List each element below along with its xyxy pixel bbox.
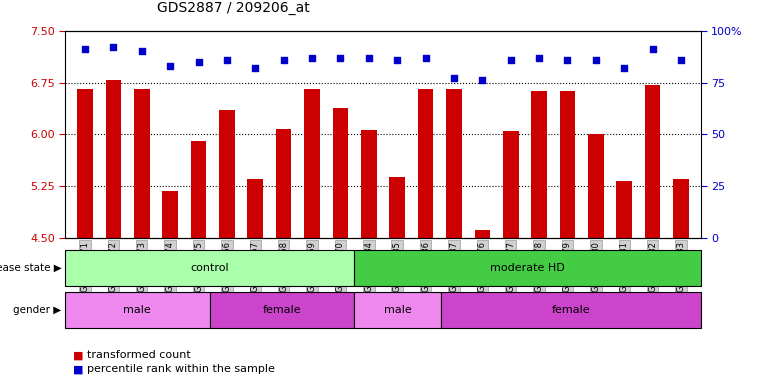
Bar bbox=[354, 292, 440, 328]
Point bbox=[505, 57, 517, 63]
Bar bbox=[645, 84, 660, 238]
Bar bbox=[191, 141, 206, 238]
Point bbox=[561, 57, 574, 63]
Point bbox=[277, 57, 290, 63]
Point bbox=[306, 55, 318, 61]
Point bbox=[647, 46, 659, 53]
Bar bbox=[77, 89, 93, 238]
Text: female: female bbox=[552, 305, 590, 315]
Bar bbox=[65, 250, 354, 286]
Bar bbox=[389, 177, 405, 238]
Text: ■: ■ bbox=[73, 364, 83, 374]
Text: male: male bbox=[384, 305, 411, 315]
Point bbox=[107, 44, 119, 50]
Bar bbox=[560, 91, 575, 238]
Point bbox=[391, 57, 404, 63]
Point bbox=[675, 57, 687, 63]
Point bbox=[79, 46, 91, 53]
Bar bbox=[532, 91, 547, 238]
Bar bbox=[474, 230, 490, 238]
Bar bbox=[65, 292, 210, 328]
Point bbox=[420, 55, 432, 61]
Bar bbox=[361, 129, 377, 238]
Bar bbox=[354, 250, 701, 286]
Point bbox=[476, 78, 489, 84]
Point bbox=[618, 65, 630, 71]
Text: ■: ■ bbox=[73, 350, 83, 360]
Bar bbox=[417, 89, 434, 238]
Bar bbox=[617, 181, 632, 238]
Bar bbox=[503, 131, 519, 238]
Bar bbox=[440, 292, 701, 328]
Bar bbox=[210, 292, 354, 328]
Text: transformed count: transformed count bbox=[87, 350, 190, 360]
Text: female: female bbox=[263, 305, 301, 315]
Point bbox=[590, 57, 602, 63]
Bar bbox=[588, 134, 604, 238]
Point bbox=[249, 65, 261, 71]
Text: moderate HD: moderate HD bbox=[490, 263, 565, 273]
Point bbox=[136, 48, 148, 55]
Text: control: control bbox=[190, 263, 229, 273]
Point bbox=[362, 55, 375, 61]
Point bbox=[533, 55, 545, 61]
Bar bbox=[134, 89, 149, 238]
Text: disease state ▶: disease state ▶ bbox=[0, 263, 61, 273]
Point bbox=[221, 57, 233, 63]
Text: percentile rank within the sample: percentile rank within the sample bbox=[87, 364, 274, 374]
Bar bbox=[446, 89, 462, 238]
Bar bbox=[332, 108, 349, 238]
Bar bbox=[247, 179, 263, 238]
Bar bbox=[304, 89, 320, 238]
Bar bbox=[673, 179, 689, 238]
Bar bbox=[276, 129, 292, 238]
Point bbox=[164, 63, 176, 69]
Point bbox=[448, 75, 460, 81]
Point bbox=[192, 59, 205, 65]
Bar bbox=[219, 110, 234, 238]
Text: GDS2887 / 209206_at: GDS2887 / 209206_at bbox=[157, 2, 309, 15]
Text: male: male bbox=[123, 305, 151, 315]
Bar bbox=[162, 191, 178, 238]
Text: gender ▶: gender ▶ bbox=[13, 305, 61, 315]
Point bbox=[334, 55, 346, 61]
Bar bbox=[106, 80, 121, 238]
